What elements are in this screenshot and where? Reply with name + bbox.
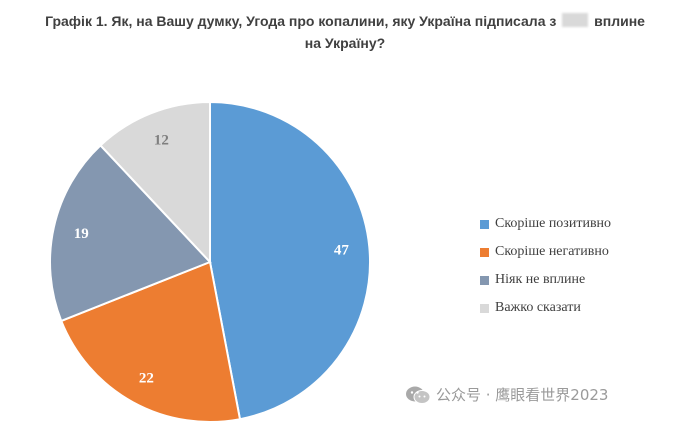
legend-swatch (480, 219, 489, 229)
legend-item: Важко сказати (480, 294, 611, 322)
legend-swatch (480, 247, 489, 257)
slice-value-label: 19 (74, 226, 89, 242)
legend-item: Ніяк не вплине (480, 266, 611, 294)
legend-label: Важко сказати (495, 300, 581, 315)
pie-slices (49, 100, 372, 423)
chart-title-line1-start: Графік 1. Як, на Вашу думку, Угода про к… (45, 13, 557, 29)
legend-label: Ніяк не вплине (495, 272, 586, 287)
chart-title-line2: на Україну? (304, 35, 386, 51)
chart-legend: Скоріше позитивно Скоріше негативно Ніяк н… (480, 210, 611, 322)
pie-slice (209, 100, 372, 421)
slice-value-label: 12 (154, 132, 169, 148)
wechat-logo-icon (406, 386, 431, 404)
chart-title-line1-end: вплине (594, 13, 645, 29)
legend-swatch (480, 303, 489, 313)
redacted-text (562, 13, 589, 27)
pie-slice (49, 143, 212, 323)
legend-item: Скоріше негативно (480, 238, 611, 266)
legend-label: Скоріше негативно (495, 244, 609, 259)
legend-label: Скоріше позитивно (495, 216, 612, 231)
slice-value-label: 22 (139, 371, 154, 387)
pie-slice (59, 260, 242, 423)
pie-slice (99, 100, 211, 265)
watermark: 公众号 · 鹰眼看世界2023 (405, 384, 608, 405)
legend-swatch (480, 275, 489, 285)
legend-item: Скоріше позитивно (480, 210, 611, 238)
watermark-text: 公众号 · 鹰眼看世界2023 (436, 386, 609, 404)
slice-value-label: 47 (334, 243, 350, 259)
chart-title: Графік 1. Як, на Вашу думку, Угода про к… (0, 10, 690, 54)
pie-labels: 47 22 19 12 (74, 132, 350, 386)
